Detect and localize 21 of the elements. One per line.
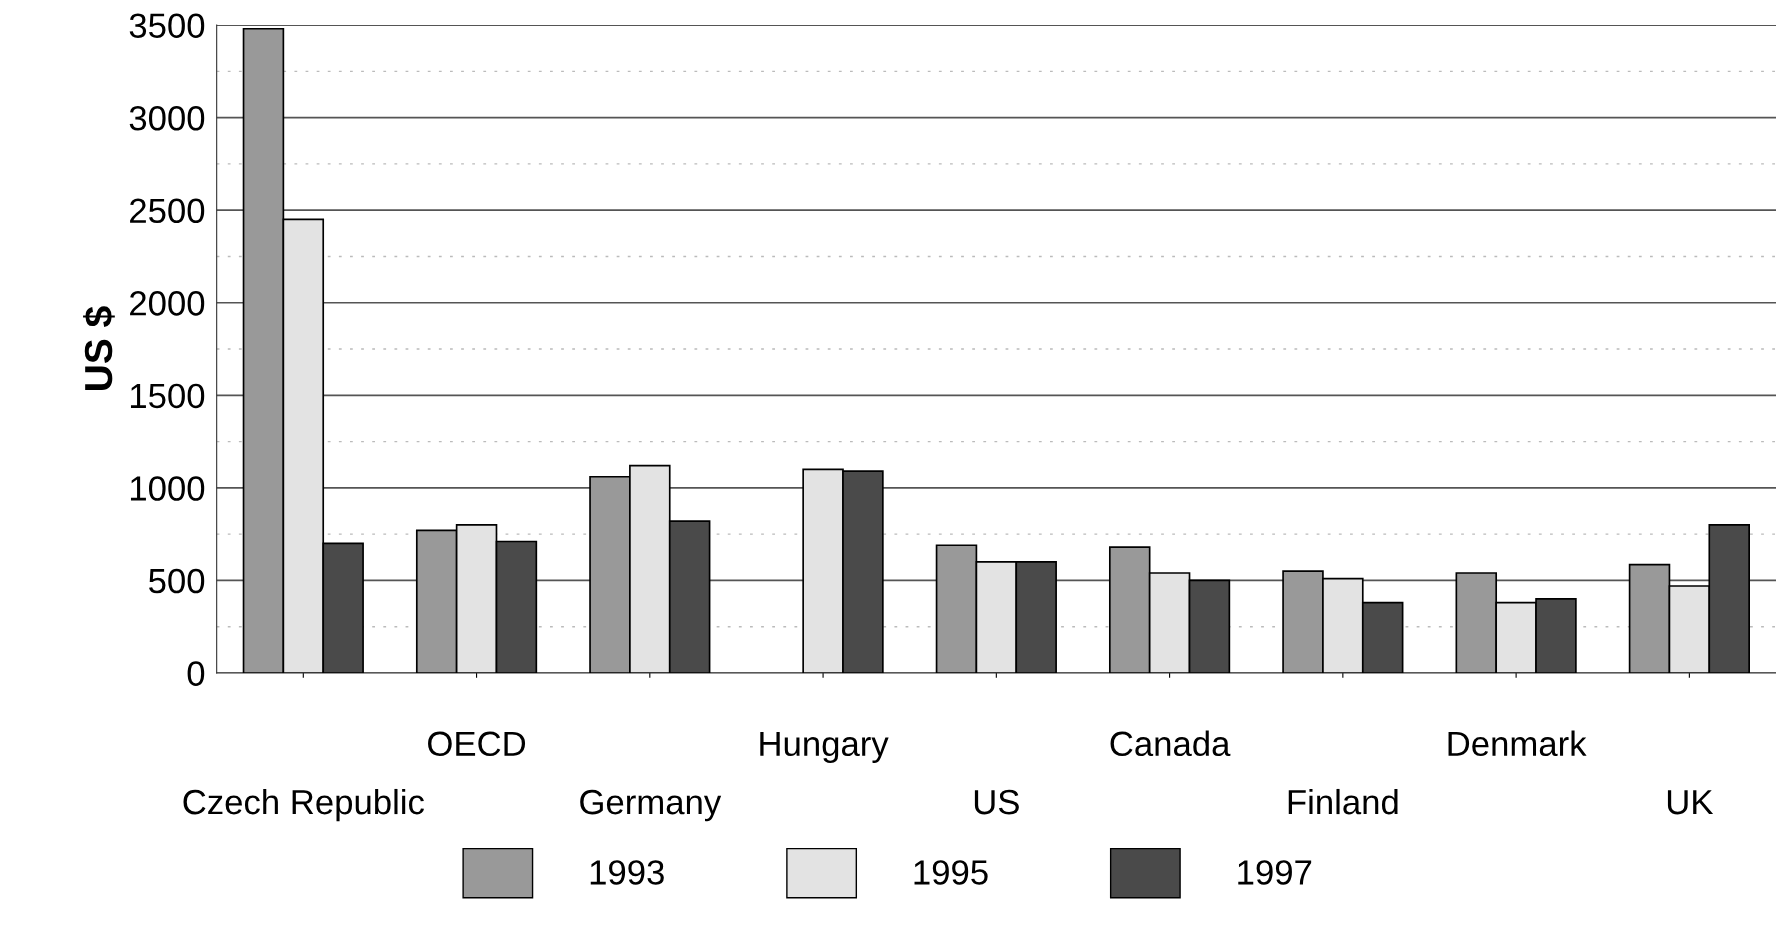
y-tick-label: 2000 xyxy=(130,291,205,316)
x-tick-label: OECD xyxy=(428,731,526,757)
y-tick-label: 1500 xyxy=(130,383,205,409)
legend-label: 1993 xyxy=(590,860,664,885)
legend-label: 1997 xyxy=(1238,860,1312,885)
y-tick-label: 1000 xyxy=(130,476,205,501)
y-tick-label: 3500 xyxy=(129,13,205,39)
y-tick-label: 0 xyxy=(187,661,205,686)
x-tick-label: Finland xyxy=(1288,788,1398,815)
x-tick-label: UK xyxy=(1667,790,1714,815)
x-tick-label: US xyxy=(974,789,1019,815)
x-tick-label: Hungary xyxy=(760,731,889,763)
legend-label: 1995 xyxy=(914,860,988,885)
x-tick-label: Denmark xyxy=(1448,730,1587,757)
x-tick-label: Canada xyxy=(1110,730,1231,757)
y-axis-title: US $ xyxy=(83,306,115,390)
x-tick-label: Germany xyxy=(580,789,722,822)
y-tick-label: 3000 xyxy=(129,105,205,131)
y-tick-label: 2500 xyxy=(130,198,205,224)
y-tick-label: 500 xyxy=(149,568,205,594)
x-tick-label: Czech Republic xyxy=(183,788,424,822)
